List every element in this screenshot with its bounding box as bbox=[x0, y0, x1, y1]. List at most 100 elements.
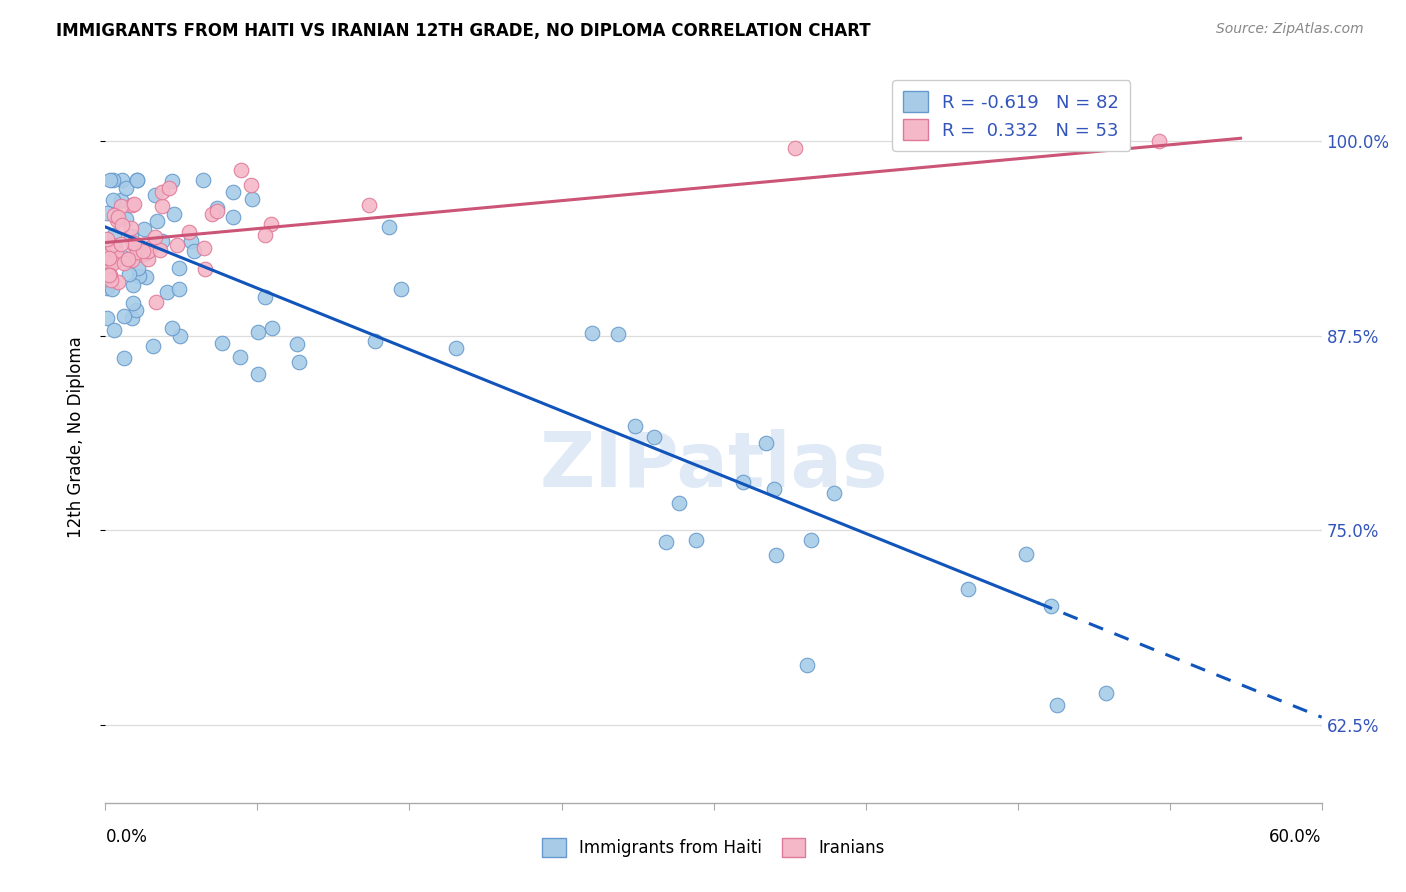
Point bbox=[150, 199, 173, 213]
Point bbox=[127, 260, 149, 275]
Point bbox=[96, 259, 118, 273]
Point bbox=[97, 268, 120, 282]
Point bbox=[96, 255, 118, 269]
Text: 60.0%: 60.0% bbox=[1270, 828, 1322, 846]
Point bbox=[162, 321, 184, 335]
Text: Source: ZipAtlas.com: Source: ZipAtlas.com bbox=[1216, 22, 1364, 37]
Point bbox=[183, 244, 205, 258]
Point bbox=[96, 248, 118, 262]
Point bbox=[135, 270, 157, 285]
Point bbox=[121, 311, 143, 326]
Point bbox=[103, 324, 125, 338]
Point bbox=[135, 246, 157, 260]
Point bbox=[104, 244, 127, 259]
Y-axis label: 12th Grade, No Diploma: 12th Grade, No Diploma bbox=[66, 336, 84, 538]
Point bbox=[169, 281, 191, 295]
Point bbox=[389, 282, 412, 296]
Point bbox=[222, 185, 245, 199]
Point bbox=[101, 193, 124, 207]
Point bbox=[100, 244, 122, 259]
Point bbox=[145, 214, 167, 228]
Point bbox=[957, 582, 980, 597]
Point bbox=[114, 180, 136, 194]
Point bbox=[643, 430, 665, 444]
Text: 0.0%: 0.0% bbox=[105, 828, 148, 846]
Point bbox=[359, 198, 381, 212]
Point bbox=[177, 225, 200, 239]
Point bbox=[112, 309, 135, 323]
Point bbox=[125, 302, 148, 317]
Point bbox=[112, 255, 135, 269]
Text: IMMIGRANTS FROM HAITI VS IRANIAN 12TH GRADE, NO DIPLOMA CORRELATION CHART: IMMIGRANTS FROM HAITI VS IRANIAN 12TH GR… bbox=[56, 22, 870, 40]
Point bbox=[253, 228, 276, 243]
Point bbox=[103, 208, 125, 222]
Point bbox=[180, 234, 202, 248]
Point bbox=[101, 173, 124, 187]
Point bbox=[139, 240, 162, 254]
Point bbox=[364, 334, 387, 348]
Point bbox=[132, 247, 155, 261]
Point bbox=[655, 535, 678, 549]
Point bbox=[111, 218, 134, 232]
Point bbox=[156, 285, 179, 300]
Point bbox=[145, 295, 167, 310]
Point bbox=[122, 296, 145, 310]
Point bbox=[733, 475, 755, 489]
Point bbox=[100, 268, 122, 282]
Point bbox=[260, 320, 283, 334]
Legend: Immigrants from Haiti, Iranians: Immigrants from Haiti, Iranians bbox=[536, 831, 891, 864]
Point bbox=[100, 238, 122, 252]
Point bbox=[260, 218, 283, 232]
Point bbox=[124, 235, 146, 250]
Point bbox=[136, 252, 159, 267]
Point bbox=[162, 174, 184, 188]
Point bbox=[117, 252, 139, 267]
Point bbox=[823, 486, 845, 500]
Point bbox=[685, 533, 707, 548]
Point bbox=[127, 173, 149, 187]
Point bbox=[1039, 599, 1062, 614]
Point bbox=[103, 228, 125, 243]
Point bbox=[211, 336, 233, 351]
Point bbox=[247, 325, 270, 339]
Point bbox=[229, 163, 252, 178]
Point bbox=[167, 261, 190, 276]
Point bbox=[132, 244, 155, 258]
Point bbox=[1046, 698, 1069, 712]
Point bbox=[150, 234, 173, 248]
Point bbox=[121, 253, 143, 268]
Point bbox=[1149, 135, 1171, 149]
Point bbox=[201, 207, 224, 221]
Point bbox=[127, 245, 149, 260]
Point bbox=[800, 533, 823, 547]
Point bbox=[110, 236, 132, 251]
Point bbox=[142, 339, 165, 353]
Point bbox=[205, 201, 228, 215]
Point bbox=[96, 311, 118, 326]
Point bbox=[101, 256, 124, 270]
Point bbox=[110, 194, 132, 208]
Point bbox=[100, 273, 122, 287]
Point bbox=[107, 253, 129, 268]
Point bbox=[1094, 686, 1116, 700]
Point bbox=[1014, 547, 1036, 561]
Point bbox=[129, 246, 152, 260]
Point bbox=[150, 185, 173, 199]
Point bbox=[163, 207, 186, 221]
Point bbox=[194, 262, 217, 277]
Point bbox=[246, 367, 269, 381]
Point bbox=[783, 140, 806, 154]
Point bbox=[796, 657, 818, 672]
Point bbox=[240, 192, 263, 206]
Point bbox=[96, 232, 118, 246]
Point bbox=[122, 237, 145, 252]
Point bbox=[607, 326, 630, 341]
Point bbox=[136, 244, 159, 258]
Point bbox=[166, 237, 188, 252]
Point bbox=[98, 173, 121, 187]
Point bbox=[98, 251, 121, 265]
Point bbox=[120, 229, 142, 244]
Point bbox=[112, 351, 135, 366]
Point bbox=[111, 251, 134, 265]
Point bbox=[205, 204, 228, 219]
